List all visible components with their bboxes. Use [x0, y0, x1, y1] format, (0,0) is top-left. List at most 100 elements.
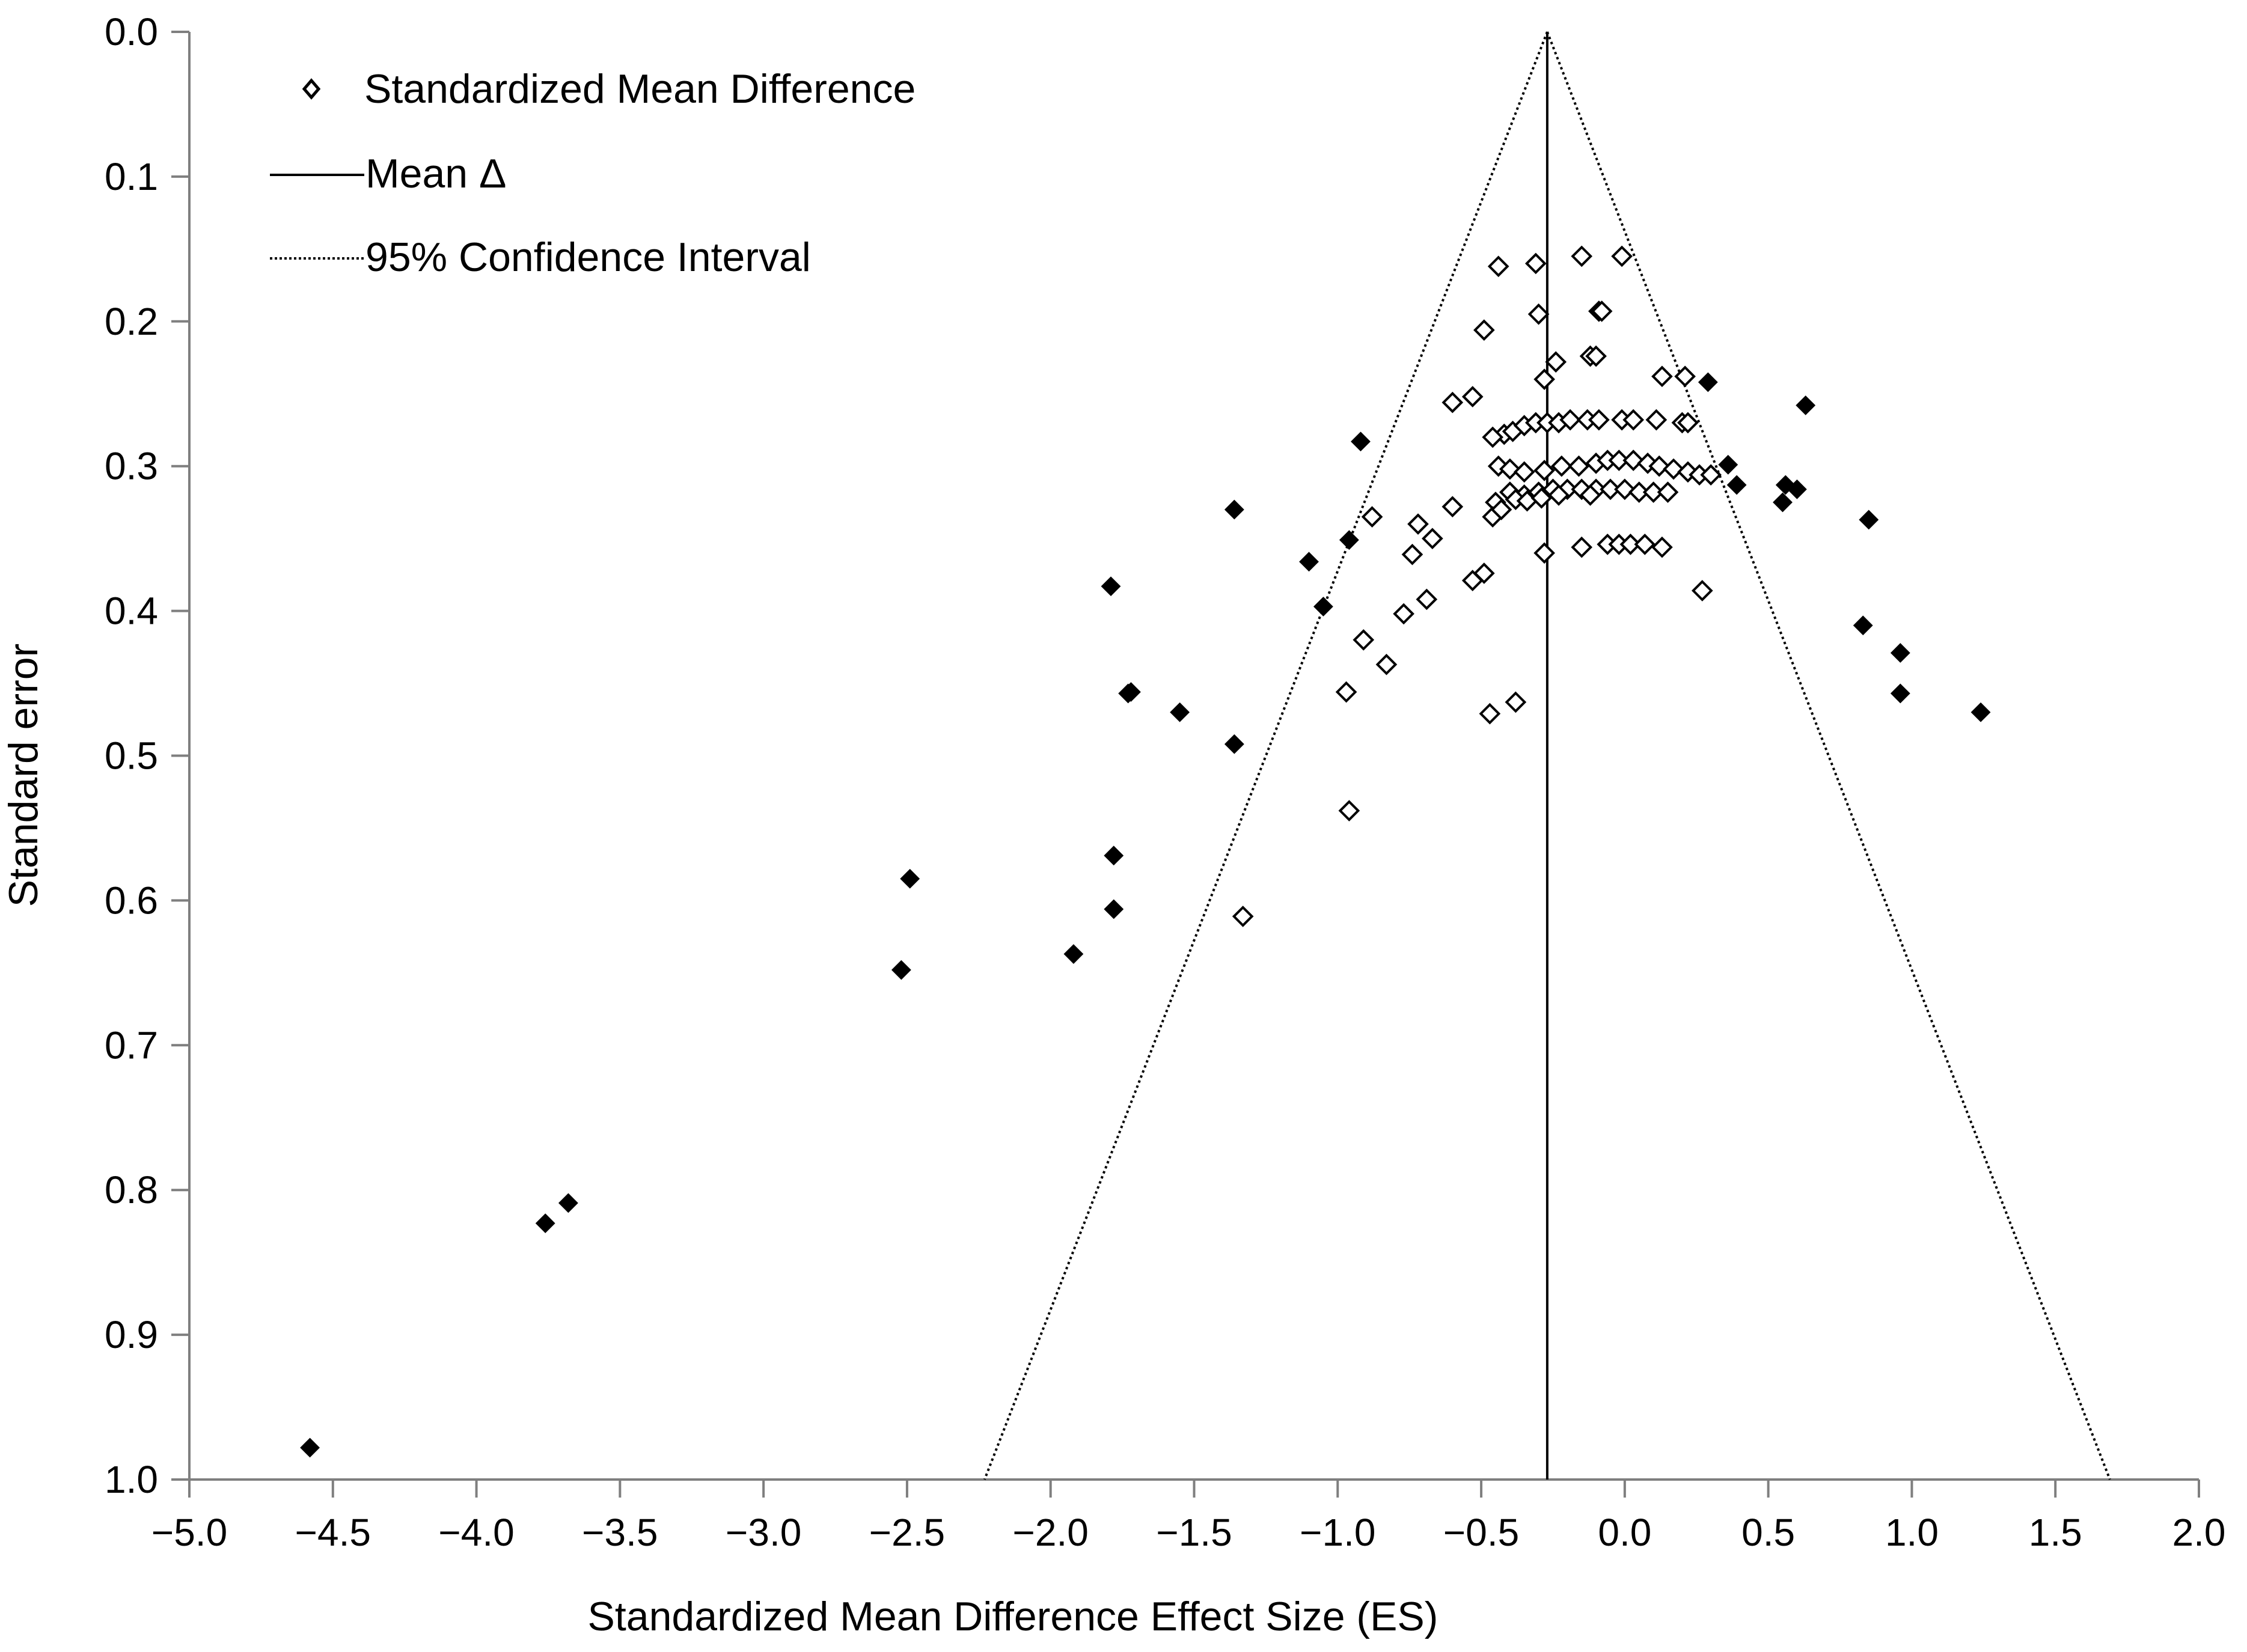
open-diamond-point [1533, 460, 1555, 481]
filled-diamond-point [558, 1193, 578, 1213]
filled-diamond-point [1853, 615, 1873, 636]
filled-diamond-point [1224, 734, 1244, 754]
open-diamond-point [1533, 542, 1555, 564]
x-tick-label: −5.0 [151, 1511, 227, 1554]
open-diamond-point [1441, 391, 1464, 413]
open-diamond-point [1479, 703, 1501, 725]
open-diamond-point [1571, 536, 1593, 558]
open-diamond-point [1591, 300, 1613, 322]
filled-diamond-point [1726, 475, 1747, 495]
y-tick-label: 0.2 [105, 300, 158, 343]
x-tick-label: −1.0 [1300, 1511, 1375, 1554]
filled-diamond-point [1104, 846, 1124, 866]
open-diamond-point [1461, 386, 1484, 407]
legend-entry-mean: Mean Δ [270, 151, 506, 197]
x-tick-label: −4.5 [295, 1511, 371, 1554]
open-diamond-point [1524, 252, 1547, 275]
open-diamond-point [1545, 351, 1567, 373]
filled-diamond-point [1787, 479, 1807, 499]
filled-diamond-point [535, 1213, 555, 1234]
filled-diamond-point [1339, 530, 1359, 550]
legend-label-smd: Standardized Mean Difference [364, 66, 916, 112]
filled-diamond-point [1775, 475, 1796, 495]
y-tick-label: 0.5 [105, 734, 158, 778]
filled-diamond-point [1299, 552, 1319, 572]
open-diamond-point [1651, 365, 1673, 388]
open-diamond-point [1473, 319, 1495, 341]
open-diamond-point [1530, 487, 1553, 509]
legend-entry-ci: 95% Confidence Interval [270, 234, 811, 280]
open-diamond-point [1353, 629, 1375, 651]
filled-diamond-point [1313, 596, 1333, 617]
open-diamond-point [1600, 478, 1621, 501]
open-diamond-point [1375, 653, 1398, 675]
y-tick-label: 0.8 [105, 1168, 158, 1212]
open-diamond-point [1487, 255, 1509, 278]
filled-diamond-point [300, 1437, 320, 1458]
filled-diamond-point [1773, 492, 1793, 513]
open-diamond-point [1499, 458, 1521, 480]
open-diamond-point [1700, 464, 1722, 486]
open-diamond-point [1663, 458, 1684, 480]
x-tick-label: −2.0 [1013, 1511, 1089, 1554]
open-diamond-point [1441, 496, 1464, 517]
filled-diamond-point [1170, 702, 1190, 722]
y-axis-title: Standard error [1, 644, 46, 907]
data-points [300, 245, 1991, 1458]
y-tick-label: 0.9 [105, 1313, 158, 1356]
x-tick-label: 2.0 [2172, 1511, 2226, 1554]
filled-diamond-point [1698, 372, 1718, 392]
filled-diamond-point [900, 868, 920, 889]
filled-diamond-point [1718, 454, 1738, 475]
open-diamond-point [1416, 588, 1438, 611]
open-diamond-point [1622, 450, 1645, 471]
filled-diamond-point [1063, 944, 1084, 964]
filled-diamond-point [891, 960, 911, 980]
open-diamond-point [1691, 580, 1713, 602]
legend-label-mean: Mean Δ [365, 151, 506, 197]
y-tick-label: 0.3 [105, 445, 158, 488]
open-diamond-point [1548, 484, 1570, 506]
y-tick-label: 0.4 [105, 590, 158, 633]
open-diamond-point [1634, 533, 1656, 555]
filled-diamond-point [1104, 899, 1124, 919]
filled-diamond-point [1890, 683, 1910, 704]
open-diamond-point [1642, 481, 1665, 503]
open-diamond-point [1568, 455, 1590, 477]
open-diamond-point [1651, 536, 1673, 558]
legend: Standardized Mean Difference Mean Δ 95% … [270, 66, 916, 280]
open-diamond-point [1619, 533, 1642, 555]
open-diamond-point [1550, 455, 1573, 477]
open-diamond-point [1645, 409, 1668, 431]
filled-diamond-point [1890, 643, 1910, 663]
open-diamond-point [1588, 409, 1610, 431]
x-tick-label: −3.5 [582, 1511, 658, 1554]
open-diamond-point [1513, 461, 1535, 483]
y-tick-label: 0.0 [105, 10, 158, 53]
open-diamond-point [1422, 528, 1443, 549]
open-diamond-point [1335, 681, 1357, 703]
open-diamond-point [1628, 481, 1650, 503]
ci-right-line [1546, 31, 2111, 1480]
x-tick-label: −1.5 [1156, 1511, 1232, 1554]
legend-open-diamond-icon [302, 78, 321, 100]
open-diamond-point [1401, 543, 1423, 565]
y-tick-label: 1.0 [105, 1458, 158, 1501]
open-diamond-point [1473, 562, 1495, 584]
open-diamond-point [1393, 603, 1414, 625]
open-diamond-point [1487, 455, 1509, 477]
open-diamond-point [1232, 906, 1254, 927]
open-diamond-point [1533, 368, 1555, 390]
open-diamond-point [1527, 303, 1550, 325]
y-tick-label: 0.6 [105, 879, 158, 922]
open-diamond-point [1657, 481, 1679, 503]
open-diamond-point [1614, 478, 1636, 501]
x-tick-label: −4.0 [438, 1511, 514, 1554]
filled-diamond-point [1796, 395, 1816, 415]
x-tick-label: 0.5 [1741, 1511, 1795, 1554]
legend-label-ci: 95% Confidence Interval [365, 234, 811, 280]
x-tick-label: −3.0 [726, 1511, 801, 1554]
x-tick-label: 1.5 [2029, 1511, 2082, 1554]
open-diamond-point [1677, 412, 1699, 434]
